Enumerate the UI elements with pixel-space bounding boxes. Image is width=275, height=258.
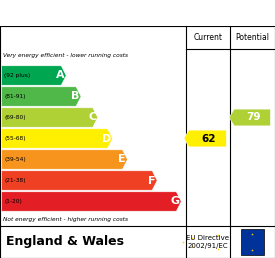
Text: (55-68): (55-68) — [4, 136, 26, 141]
Polygon shape — [1, 87, 81, 106]
Text: F: F — [148, 175, 156, 186]
Polygon shape — [184, 130, 226, 147]
Polygon shape — [1, 171, 157, 190]
Text: A: A — [56, 70, 65, 80]
Polygon shape — [1, 66, 66, 85]
Bar — [241, 229, 264, 255]
Text: (21-38): (21-38) — [4, 178, 26, 183]
Text: (1-20): (1-20) — [4, 199, 22, 204]
Text: (92 plus): (92 plus) — [4, 73, 30, 78]
Text: (39-54): (39-54) — [4, 157, 26, 162]
Text: D: D — [102, 133, 111, 143]
Text: Very energy efficient - lower running costs: Very energy efficient - lower running co… — [3, 53, 128, 59]
Text: England & Wales: England & Wales — [6, 236, 123, 248]
Text: C: C — [88, 112, 97, 123]
Text: Not energy efficient - higher running costs: Not energy efficient - higher running co… — [3, 217, 128, 222]
Text: (69-80): (69-80) — [4, 115, 26, 120]
Text: (81-91): (81-91) — [4, 94, 26, 99]
Polygon shape — [1, 108, 98, 127]
Text: 79: 79 — [246, 112, 261, 123]
Text: Current: Current — [193, 33, 222, 42]
Polygon shape — [1, 192, 181, 211]
Polygon shape — [229, 109, 271, 126]
Text: Potential: Potential — [235, 33, 269, 42]
Text: E: E — [119, 155, 126, 165]
Text: 62: 62 — [202, 133, 216, 143]
Text: G: G — [171, 197, 180, 206]
Polygon shape — [1, 150, 128, 169]
Polygon shape — [1, 129, 113, 148]
Text: EU Directive
2002/91/EC: EU Directive 2002/91/EC — [186, 235, 229, 249]
Text: Energy Efficiency Rating: Energy Efficiency Rating — [6, 6, 189, 20]
Text: B: B — [71, 92, 80, 101]
